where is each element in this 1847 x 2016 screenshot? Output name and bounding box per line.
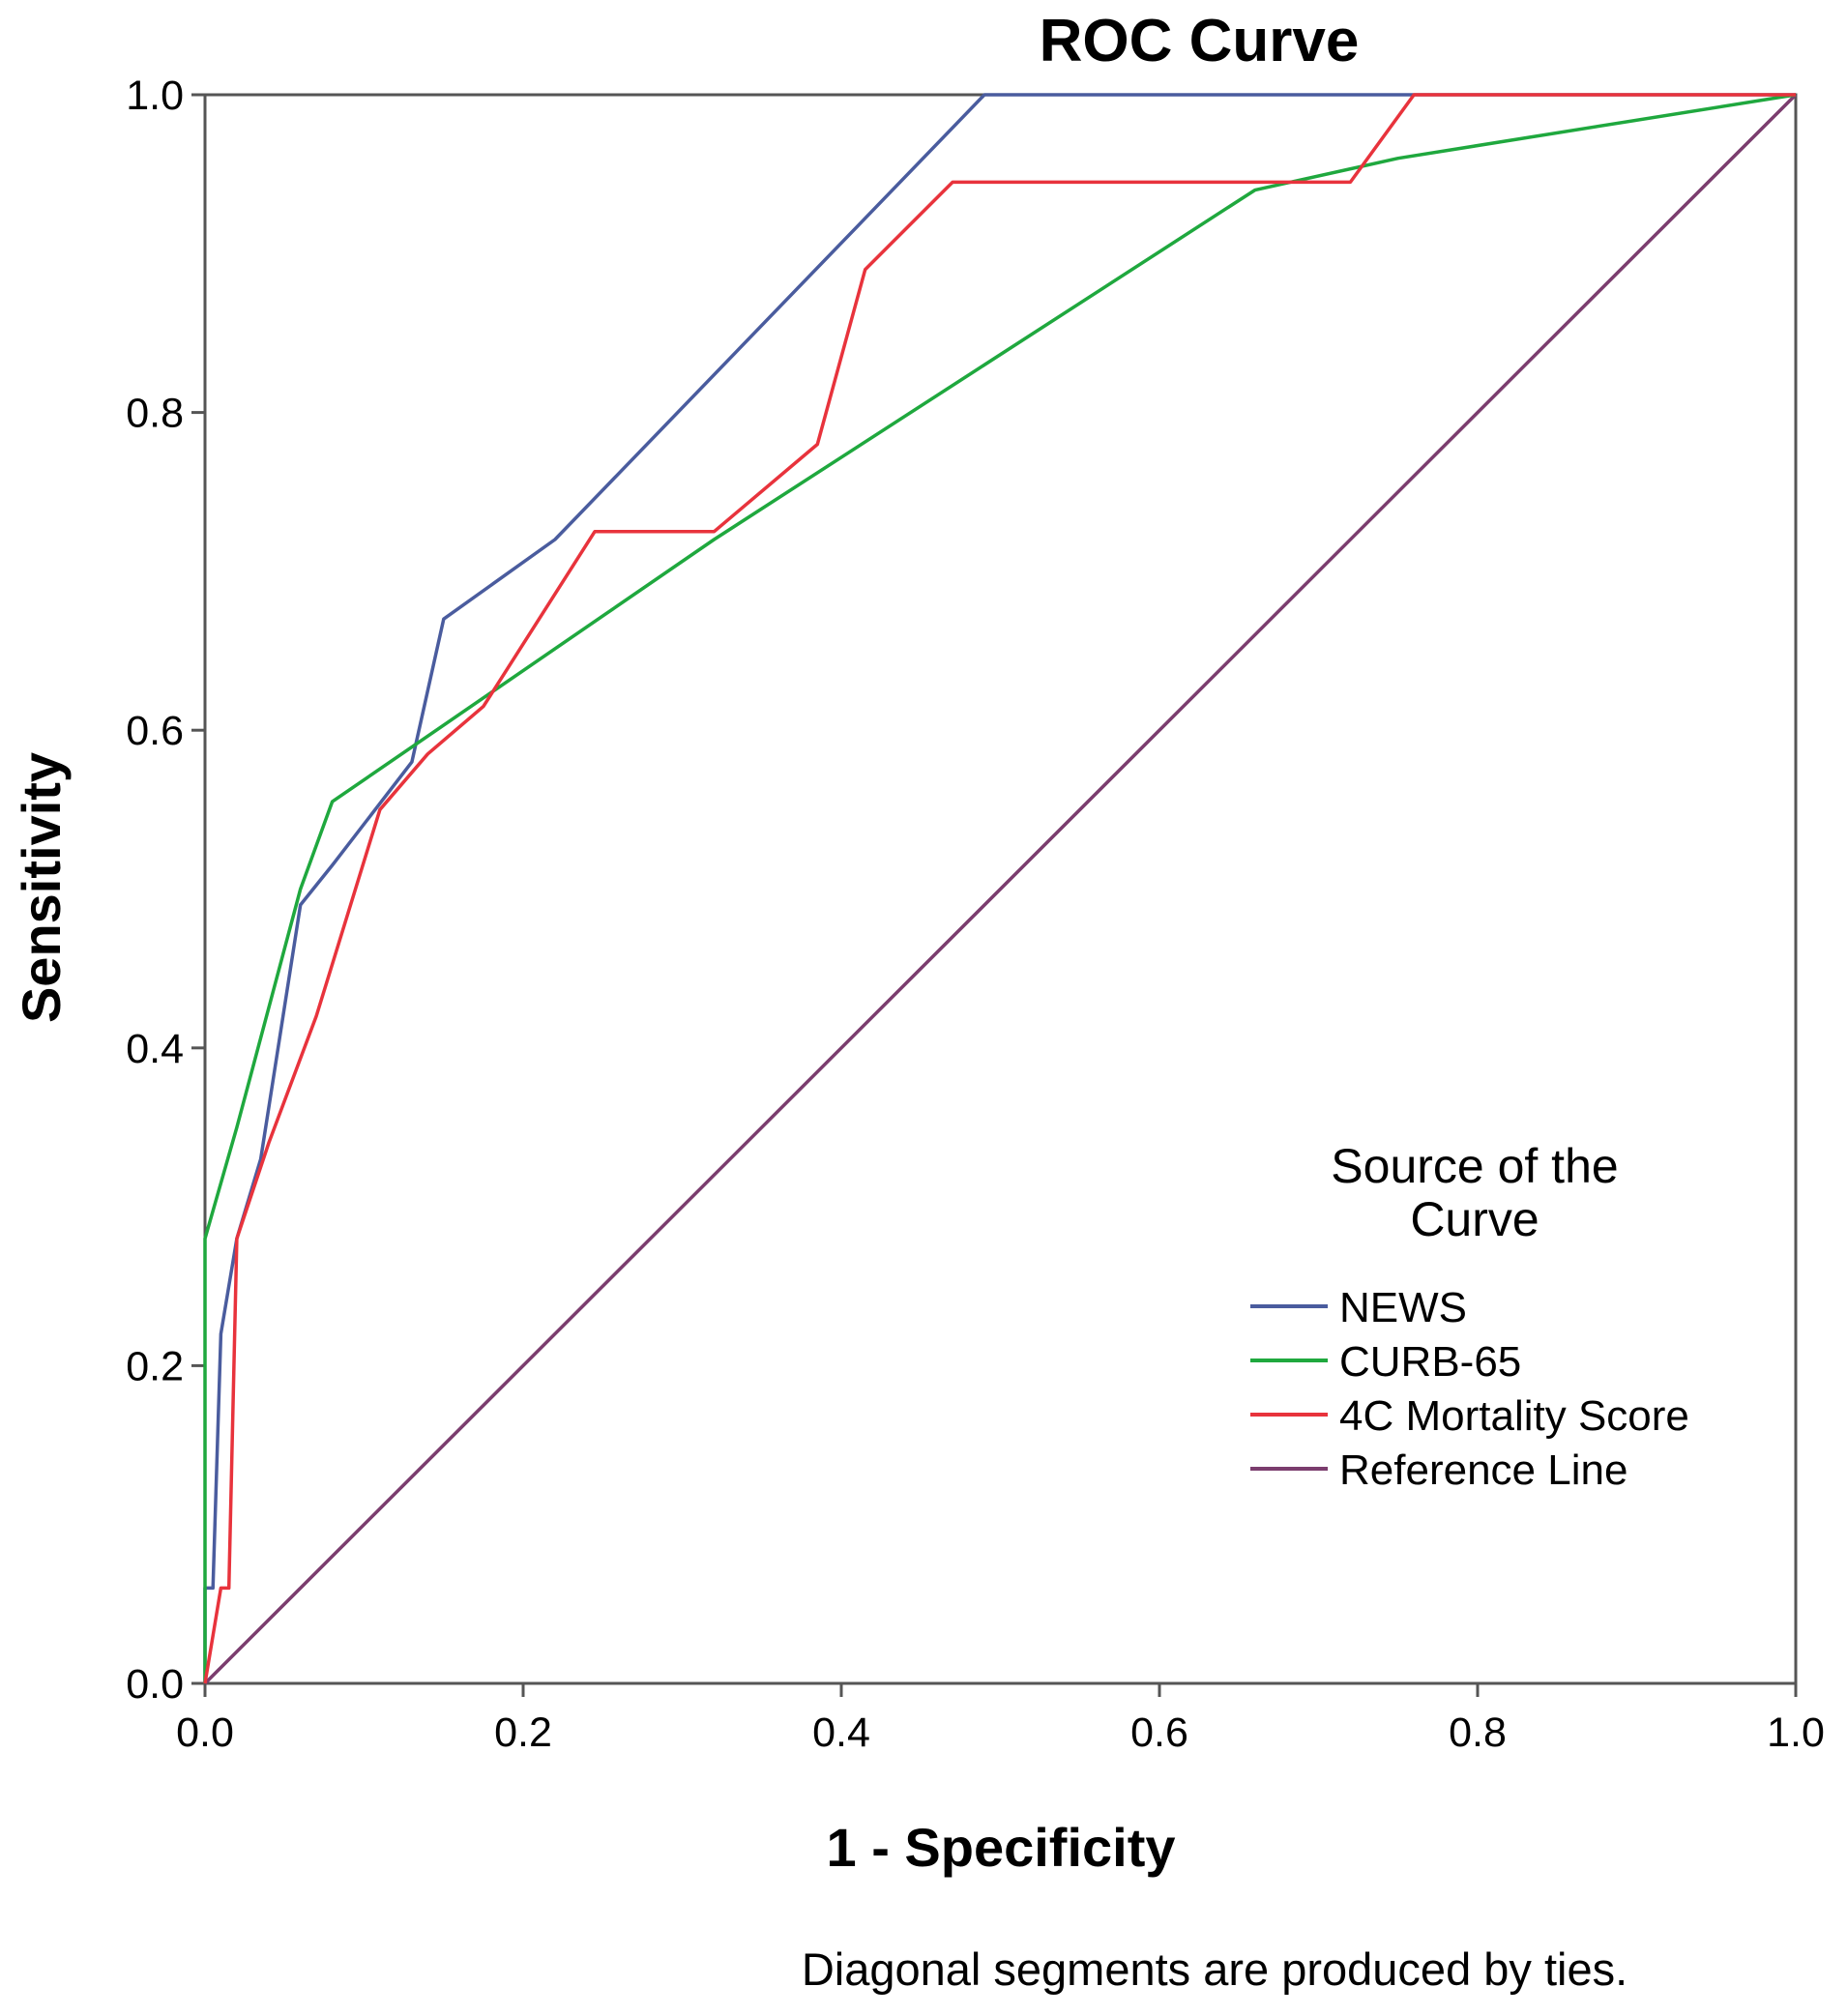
x-tick-label: 0.0: [176, 1709, 234, 1756]
footnote: Diagonal segments are produced by ties.: [802, 1943, 1627, 1995]
x-tick-label: 0.4: [812, 1709, 870, 1756]
y-tick-label: 0.8: [126, 391, 184, 437]
legend-title-line-1: Source of the: [1331, 1139, 1618, 1193]
y-tick-label: 0.2: [126, 1343, 184, 1389]
x-tick-label: 0.6: [1130, 1709, 1188, 1756]
x-tick-label: 1.0: [1767, 1709, 1825, 1756]
legend-label: 4C Mortality Score: [1339, 1392, 1689, 1440]
x-axis-label: 1 - Specificity: [826, 1817, 1175, 1878]
legend: Source of the Curve NEWS CURB-65 4C Mortal…: [1250, 1139, 1689, 1494]
legend-label: CURB-65: [1339, 1338, 1521, 1386]
legend-label: NEWS: [1339, 1284, 1467, 1331]
series-line-reference-line: [203, 93, 1798, 1685]
y-tick-label: 0.4: [126, 1026, 184, 1072]
chart-title: ROC Curve: [1040, 8, 1360, 74]
x-tick-label: 0.2: [494, 1709, 552, 1756]
legend-entries: NEWS CURB-65 4C Mortality Score Reference L…: [1250, 1284, 1689, 1494]
x-axis-ticks: 0.0 0.2 0.4 0.6 0.8 1.0: [176, 1683, 1825, 1756]
series-line-4c-mortality-score: [203, 93, 1796, 1684]
series-line-news: [203, 93, 1796, 1683]
y-tick-label: 0.6: [126, 708, 184, 754]
y-axis-label: Sensitivity: [11, 752, 72, 1023]
x-tick-label: 0.8: [1449, 1709, 1507, 1756]
series-line-curb-65: [203, 93, 1797, 1683]
series-layer: [203, 93, 1798, 1685]
legend-label: Reference Line: [1339, 1446, 1627, 1494]
y-axis-ticks: 0.0 0.2 0.4 0.6 0.8 1.0: [126, 73, 205, 1708]
y-tick-label: 1.0: [126, 73, 184, 119]
legend-title-line-2: Curve: [1410, 1192, 1539, 1246]
y-tick-label: 0.0: [126, 1661, 184, 1708]
